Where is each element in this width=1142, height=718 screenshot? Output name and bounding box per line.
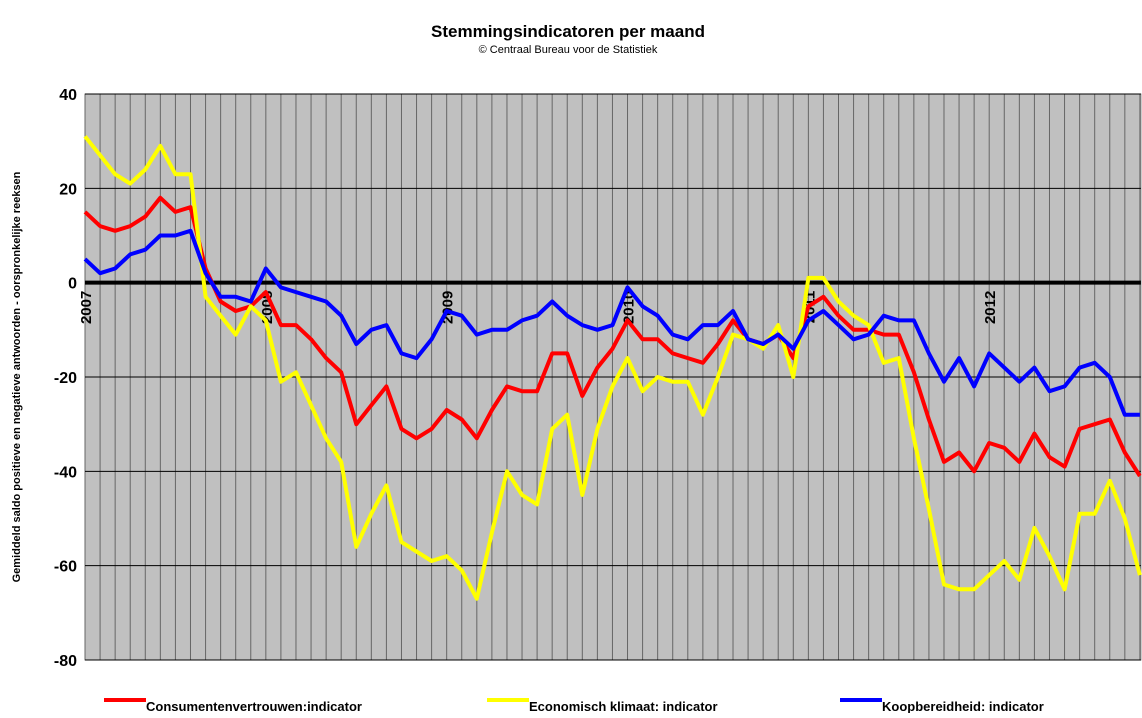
y-axis-label: Gemiddeld saldo positieve en negatieve a…: [11, 171, 23, 582]
series-line: [83, 195, 1142, 478]
series-line: [83, 228, 1140, 417]
y-tick-label: -80: [54, 653, 77, 670]
x-tick-label: 2012: [982, 291, 999, 324]
legend-label: Consumentenvertrouwen:indicator: [146, 699, 362, 713]
y-tick-label: -20: [54, 370, 77, 387]
y-tick-label: 0: [68, 276, 77, 293]
y-tick-label: -40: [54, 464, 77, 481]
legend-label: Economisch klimaat: indicator: [529, 699, 718, 713]
y-tick-label: 20: [59, 181, 77, 198]
chart-title: Stemmingsindicatoren per maand: [431, 22, 705, 41]
y-tick-label: 40: [59, 87, 77, 104]
x-tick-label: 2007: [78, 291, 95, 324]
y-tick-label: -60: [54, 559, 77, 576]
chart-subtitle: © Centraal Bureau voor de Statistiek: [479, 44, 658, 56]
legend-label: Koopbereidheid: indicator: [882, 699, 1044, 713]
series-line: [83, 135, 1142, 601]
